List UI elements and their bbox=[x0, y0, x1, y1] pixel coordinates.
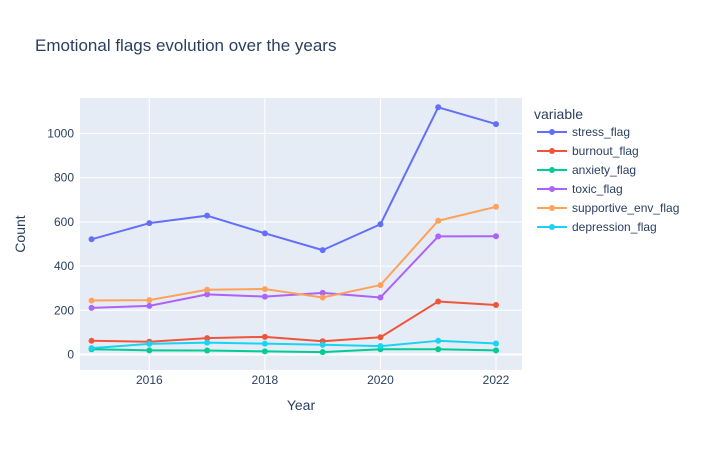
series-line bbox=[91, 348, 497, 354]
legend-label: stress_flag bbox=[572, 125, 630, 139]
x-axis-label: Year bbox=[287, 397, 316, 413]
legend-item: anxiety_flag bbox=[537, 163, 636, 177]
data-point bbox=[88, 345, 95, 352]
legend-item: depression_flag bbox=[537, 220, 657, 234]
data-point bbox=[493, 347, 499, 354]
series-toxic_flag bbox=[88, 233, 499, 311]
data-point bbox=[261, 333, 268, 340]
x-tick-label: 2016 bbox=[136, 373, 163, 387]
data-point bbox=[435, 217, 442, 224]
series-line bbox=[91, 339, 497, 350]
data-point bbox=[261, 230, 268, 237]
data-point bbox=[493, 121, 499, 128]
data-point bbox=[204, 291, 211, 298]
data-point bbox=[261, 340, 268, 347]
series-line bbox=[91, 106, 497, 252]
data-point bbox=[261, 286, 268, 293]
data-point bbox=[88, 297, 95, 304]
chart-title: Emotional flags evolution over the years bbox=[35, 36, 336, 55]
data-point bbox=[204, 339, 211, 346]
data-point bbox=[435, 104, 442, 111]
data-point bbox=[146, 220, 153, 227]
series-depression_flag bbox=[88, 337, 499, 352]
y-axis-ticks: 0 200 400 600 800 1000 bbox=[47, 126, 74, 361]
data-point bbox=[319, 349, 326, 356]
data-point bbox=[377, 282, 384, 289]
series-stress_flag bbox=[88, 104, 499, 254]
legend-swatch-marker bbox=[549, 167, 555, 173]
legend-label: burnout_flag bbox=[572, 144, 639, 158]
data-point bbox=[146, 297, 153, 304]
legend-swatch-marker bbox=[549, 205, 555, 211]
legend-item: toxic_flag bbox=[537, 182, 623, 196]
data-point bbox=[435, 337, 442, 344]
data-point bbox=[204, 335, 211, 342]
y-tick-label: 800 bbox=[54, 171, 74, 185]
data-point bbox=[204, 347, 211, 354]
series-anxiety_flag bbox=[88, 346, 499, 356]
x-tick-label: 2018 bbox=[252, 373, 279, 387]
data-point bbox=[493, 203, 499, 210]
series-lines bbox=[88, 104, 499, 356]
data-point bbox=[88, 304, 95, 311]
legend: variable stress_flag burnout_flag anxiety_… bbox=[534, 106, 679, 234]
legend-swatch-marker bbox=[549, 224, 555, 230]
legend-items: stress_flag burnout_flag anxiety_flagtoxic… bbox=[537, 125, 679, 234]
y-axis-label: Count bbox=[12, 215, 28, 252]
data-point bbox=[377, 343, 384, 350]
data-point bbox=[319, 247, 326, 254]
data-point bbox=[319, 289, 326, 296]
data-point bbox=[319, 294, 326, 301]
legend-title: variable bbox=[534, 106, 583, 122]
series-line bbox=[91, 300, 497, 343]
legend-swatch-marker bbox=[549, 148, 555, 154]
x-tick-label: 2022 bbox=[483, 373, 510, 387]
legend-item: burnout_flag bbox=[537, 144, 639, 158]
data-point bbox=[377, 334, 384, 341]
legend-label: anxiety_flag bbox=[572, 163, 636, 177]
data-point bbox=[493, 233, 499, 240]
series-line bbox=[91, 205, 497, 302]
series-supportive_env_flag bbox=[88, 203, 499, 304]
data-point bbox=[146, 302, 153, 309]
legend-label: depression_flag bbox=[572, 220, 657, 234]
data-point bbox=[493, 301, 499, 308]
data-point bbox=[204, 286, 211, 293]
x-tick-label: 2020 bbox=[367, 373, 394, 387]
data-point bbox=[146, 347, 153, 354]
legend-swatch-marker bbox=[549, 129, 555, 135]
data-point bbox=[493, 340, 499, 347]
data-point bbox=[377, 294, 384, 301]
data-point bbox=[435, 346, 442, 353]
data-point bbox=[319, 341, 326, 348]
series-line bbox=[91, 235, 497, 309]
x-axis-ticks: 2016 2018 2020 2022 bbox=[136, 373, 510, 387]
data-point bbox=[435, 298, 442, 305]
data-point bbox=[377, 221, 384, 228]
data-point bbox=[88, 337, 95, 344]
plot-area bbox=[80, 98, 522, 370]
y-tick-label: 0 bbox=[67, 348, 74, 362]
data-point bbox=[146, 340, 153, 347]
y-tick-label: 200 bbox=[54, 303, 74, 317]
data-point bbox=[261, 293, 268, 300]
legend-item: stress_flag bbox=[537, 125, 630, 139]
legend-label: toxic_flag bbox=[572, 182, 623, 196]
y-tick-label: 1000 bbox=[47, 126, 74, 140]
data-point bbox=[435, 233, 442, 240]
legend-item: supportive_env_flag bbox=[537, 201, 679, 215]
data-point bbox=[88, 236, 95, 243]
data-point bbox=[261, 348, 268, 355]
legend-swatch-marker bbox=[549, 186, 555, 192]
y-tick-label: 400 bbox=[54, 259, 74, 273]
data-point bbox=[204, 212, 211, 219]
y-tick-label: 600 bbox=[54, 215, 74, 229]
legend-label: supportive_env_flag bbox=[572, 201, 679, 215]
